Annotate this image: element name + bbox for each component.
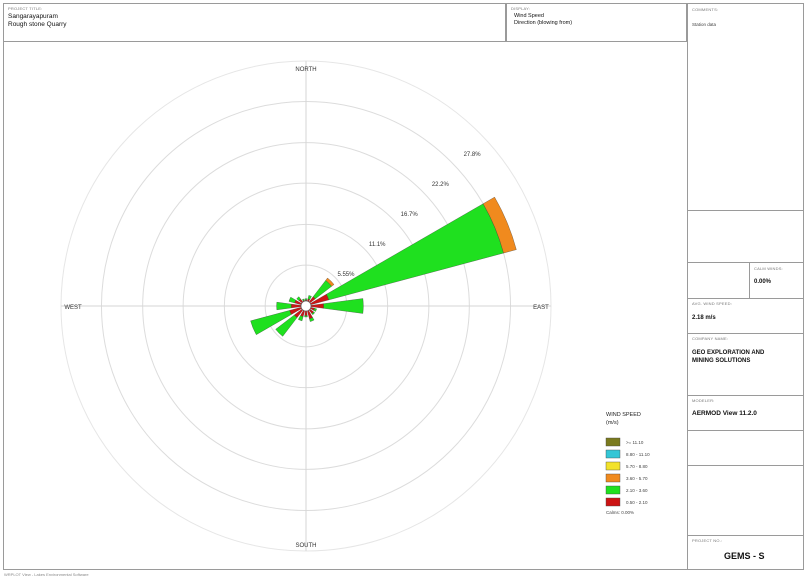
project-title-tag: PROJECT TITLE: — [8, 6, 43, 11]
petal-10-1 — [275, 314, 298, 337]
comments-tag: COMMENTS: — [692, 7, 719, 12]
ring-label-3: 16.7% — [401, 212, 419, 218]
sidebar-rule-3 — [687, 298, 804, 299]
legend-swatch-2 — [605, 449, 621, 459]
legend-swatch-3 — [605, 461, 621, 471]
legend-label-5: 2.10 - 3.60 — [626, 488, 648, 493]
legend-label-3: 5.70 - 8.80 — [626, 464, 648, 469]
sidebar-divider — [687, 3, 688, 570]
ring-label-5: 27.8% — [464, 152, 482, 158]
legend-swatch-1 — [605, 437, 621, 447]
petal-5-1 — [313, 308, 317, 312]
project-no-value: GEMS - S — [724, 551, 765, 561]
petal-3-1 — [326, 203, 504, 301]
petal-15-1 — [302, 298, 305, 302]
legend-label-6: 0.50 - 2.10 — [626, 500, 648, 505]
legend-label-2: 8.80 - 11.10 — [626, 452, 650, 457]
legend-unit: (m/s) — [606, 420, 619, 426]
legend-label-4: 3.60 - 5.70 — [626, 476, 648, 481]
company-line2: MINING SOLUTIONS — [692, 358, 751, 364]
petal-3-2 — [482, 196, 517, 254]
calm-center — [300, 300, 312, 312]
petal-13-1 — [288, 296, 297, 304]
display-tag: DISPLAY: — [511, 6, 531, 11]
petal-4-1 — [323, 298, 364, 314]
project-title-line1: Sangarayapuram — [8, 13, 58, 20]
display-line1: Wind Speed — [514, 13, 544, 19]
petal-6-1 — [311, 311, 315, 315]
modeler-value: AERMOD View 11.2.0 — [692, 410, 757, 417]
sidebar-rule-1 — [687, 210, 804, 211]
petal-2-2 — [325, 277, 335, 287]
petal-8-1 — [304, 315, 308, 318]
project-no-tag: PROJECT NO.: — [692, 538, 723, 543]
ring-label-1: 5.55% — [337, 272, 355, 278]
sidebar-rule-6 — [687, 430, 804, 431]
legend-calms: Calms: 0.00% — [606, 510, 634, 515]
project-title-box — [3, 3, 506, 42]
calm-box-divider — [749, 262, 750, 298]
company-tag: COMPANY NAME: — [692, 336, 729, 341]
sidebar-rule-8 — [687, 535, 804, 536]
petal-14-1 — [296, 296, 301, 301]
calm-winds-tag: CALM WINDS: — [754, 266, 783, 271]
avg-speed-value: 2.18 m/s — [692, 315, 716, 321]
petal-9-1 — [298, 315, 304, 322]
compass-south: SOUTH — [296, 543, 317, 549]
display-line2: Direction (blowing from) — [514, 20, 573, 26]
sidebar-rule-2 — [687, 262, 804, 263]
compass-east: EAST — [533, 305, 549, 311]
petal-1-1 — [307, 295, 312, 300]
petal-7-1 — [309, 317, 315, 322]
comments-value: Station data — [692, 22, 717, 27]
legend-swatch-6 — [605, 497, 621, 507]
company-line1: GEO EXPLORATION AND — [692, 350, 765, 356]
footer-text: WRPLOT View - Lakes Environmental Softwa… — [4, 572, 89, 577]
ring-label-4: 22.2% — [432, 182, 450, 188]
legend-swatch-4 — [605, 473, 621, 483]
compass-west: WEST — [64, 305, 82, 311]
sidebar-rule-5 — [687, 395, 804, 396]
petal-11-1 — [250, 310, 292, 335]
project-title-line2: Rough stone Quarry — [8, 21, 67, 28]
modeler-tag: MODELER: — [692, 398, 715, 403]
legend-swatch-5 — [605, 485, 621, 495]
legend-label-1: >= 11.10 — [626, 440, 644, 445]
legend-title: WIND SPEED — [606, 412, 641, 418]
avg-speed-tag: AVG. WIND SPEED: — [692, 301, 733, 306]
petal-0-1 — [304, 298, 308, 301]
display-box — [506, 3, 687, 42]
sidebar-rule-4 — [687, 333, 804, 334]
sidebar-rule-7 — [687, 465, 804, 466]
compass-north: NORTH — [295, 67, 316, 73]
ring-label-2: 11.1% — [369, 242, 386, 248]
calm-winds-value: 0.00% — [754, 279, 772, 285]
petal-12-1 — [276, 301, 292, 311]
